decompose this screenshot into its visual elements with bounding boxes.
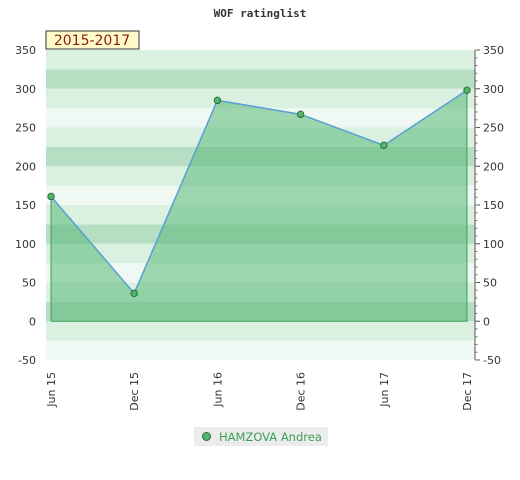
y-tick-label-right: 150 bbox=[483, 199, 504, 212]
range-badge-label: 2015-2017 bbox=[54, 33, 130, 49]
y-tick-label-right: -50 bbox=[483, 354, 501, 367]
data-point[interactable] bbox=[130, 289, 138, 298]
grid-band bbox=[46, 321, 475, 341]
data-points bbox=[47, 86, 471, 298]
y-tick-label-left: 350 bbox=[15, 44, 36, 57]
y-tick-label-left: 200 bbox=[15, 160, 36, 173]
data-point[interactable] bbox=[380, 141, 388, 150]
legend-label: HAMZOVA Andrea bbox=[219, 429, 322, 444]
y-tick-label-right: 0 bbox=[483, 315, 490, 328]
x-tick-label: Jun 17 bbox=[378, 372, 391, 408]
data-point[interactable] bbox=[296, 110, 305, 119]
series-line bbox=[50, 89, 468, 295]
y-axis-right: -50 0 50 100 150 200 250 300 350 bbox=[474, 44, 504, 367]
y-tick-label-right: 350 bbox=[483, 44, 504, 57]
y-tick-label-left: 50 bbox=[22, 277, 36, 290]
grid-band bbox=[46, 50, 475, 70]
y-tick-label-left: 300 bbox=[15, 83, 36, 96]
x-tick-label: Jun 16 bbox=[211, 372, 224, 408]
y-tick-label-left: 100 bbox=[15, 238, 36, 251]
grid-band bbox=[46, 88, 475, 109]
x-axis: Jun 15 Dec 15 Jun 16 Dec 16 Jun 17 Dec 17 bbox=[45, 372, 474, 411]
range-badge: 2015-2017 bbox=[45, 30, 140, 50]
x-tick-label: Jun 15 bbox=[45, 372, 58, 408]
y-tick-label-right: 50 bbox=[483, 277, 497, 290]
data-point[interactable] bbox=[213, 96, 222, 105]
y-tick-label-right: 100 bbox=[483, 238, 504, 251]
y-tick-label-left: 250 bbox=[15, 122, 36, 135]
y-axis-left: -50 0 50 100 150 200 250 300 350 bbox=[15, 44, 36, 367]
y-tick-label-left: 0 bbox=[29, 315, 36, 328]
y-tick-label-left: -50 bbox=[18, 354, 36, 367]
legend-marker-icon bbox=[202, 432, 211, 441]
x-tick-label: Dec 17 bbox=[461, 372, 474, 411]
grid-band bbox=[46, 69, 475, 89]
legend: HAMZOVA Andrea bbox=[194, 427, 328, 446]
y-tick-label-right: 200 bbox=[483, 160, 504, 173]
y-tick-label-right: 250 bbox=[483, 122, 504, 135]
x-tick-label: Dec 16 bbox=[295, 372, 308, 411]
chart-title: WOF ratinglist bbox=[214, 7, 307, 20]
data-point[interactable] bbox=[463, 86, 471, 95]
grid-band bbox=[46, 340, 475, 360]
x-tick-label: Dec 15 bbox=[128, 372, 141, 411]
y-tick-label-right: 300 bbox=[483, 83, 504, 96]
data-point[interactable] bbox=[47, 192, 55, 201]
y-tick-label-left: 150 bbox=[15, 199, 36, 212]
